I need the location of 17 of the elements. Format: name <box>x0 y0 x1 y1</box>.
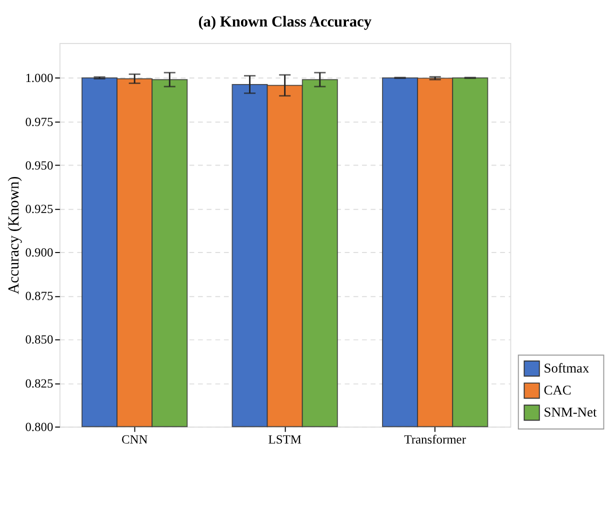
legend-label: CAC <box>544 382 572 398</box>
y-tick-label: 0.925 <box>25 202 54 216</box>
y-tick-label: 0.800 <box>25 420 54 434</box>
y-tick-label: 0.900 <box>25 246 54 260</box>
y-axis-title: Accuracy (Known) <box>5 176 22 294</box>
x-tick-label: Transformer <box>404 432 467 446</box>
legend-label: SNM-Net <box>544 404 597 420</box>
y-tick-label: 0.850 <box>25 332 54 347</box>
y-tick-label: 0.950 <box>25 158 54 172</box>
y-tick-label: 1.000 <box>25 71 54 86</box>
chart-title: (a) Known Class Accuracy <box>198 14 372 31</box>
x-tick-label: LSTM <box>268 432 302 446</box>
y-tick-label: 0.875 <box>25 289 54 304</box>
x-tick-label: CNN <box>121 432 148 446</box>
y-tick-label: 0.975 <box>25 114 54 129</box>
y-tick-label: 0.825 <box>25 376 54 390</box>
legend-label: Softmax <box>544 360 590 376</box>
